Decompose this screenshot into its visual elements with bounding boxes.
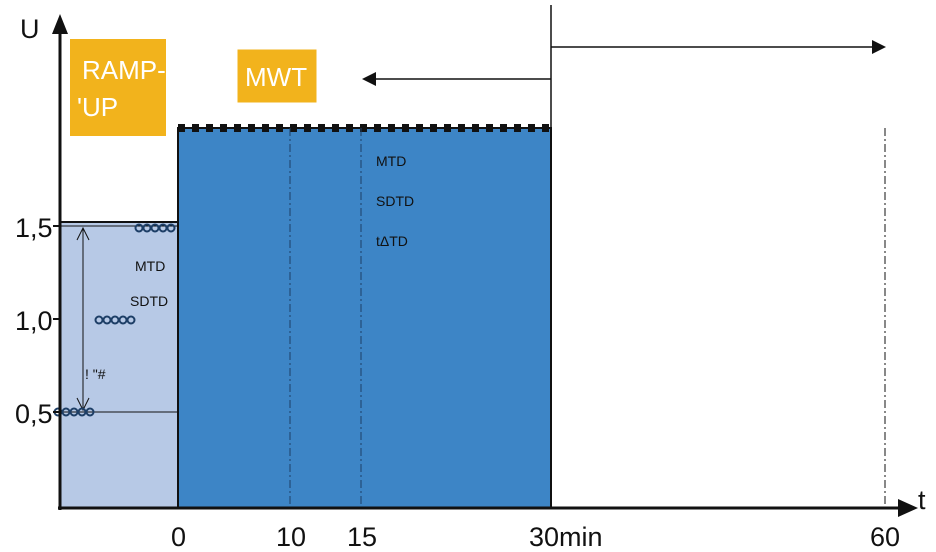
x-tick-label-30min: 30min bbox=[529, 522, 603, 552]
marker-circle bbox=[166, 223, 176, 233]
y-axis bbox=[52, 14, 68, 510]
marker-circle bbox=[85, 407, 95, 417]
delta-label: ! "# bbox=[85, 366, 106, 382]
x-tick-label-0: 0 bbox=[171, 522, 186, 552]
mwt-label-box: MWT bbox=[234, 46, 320, 106]
mtd-main-label: MTD bbox=[376, 153, 406, 169]
x-tick-label-60: 60 bbox=[870, 522, 900, 552]
delta-double-arrow bbox=[76, 226, 90, 412]
marker-circle bbox=[126, 315, 136, 325]
tdtd-main-label: tΔTD bbox=[376, 233, 408, 249]
mtd-left-label: MTD bbox=[135, 258, 165, 274]
x-tick-label-15: 15 bbox=[347, 522, 377, 552]
y-tick-marks bbox=[53, 225, 60, 413]
main-test-region bbox=[177, 127, 552, 509]
left-arrow bbox=[362, 72, 551, 86]
ramp-up-label-line2: 'UP bbox=[77, 92, 118, 122]
x-tick-label-10: 10 bbox=[276, 522, 306, 552]
x-axis-label: t bbox=[918, 485, 926, 515]
ramp-up-region bbox=[59, 221, 179, 509]
y-axis-label: U bbox=[20, 14, 40, 44]
mwt-label: MWT bbox=[245, 62, 307, 92]
sdtd-left-label: SDTD bbox=[130, 293, 168, 309]
y-tick-label-1-5: 1,5 bbox=[15, 213, 53, 243]
sdtd-main-label: SDTD bbox=[376, 193, 414, 209]
y-tick-label-0-5: 0,5 bbox=[15, 399, 53, 429]
ramp-up-label-box: RAMP- 'UP bbox=[70, 39, 166, 136]
y-tick-label-1-0: 1,0 bbox=[15, 306, 53, 336]
right-arrow bbox=[551, 40, 886, 54]
x-axis bbox=[58, 499, 918, 517]
ramp-up-label-line1: RAMP- bbox=[82, 55, 166, 85]
measurement-markers bbox=[53, 223, 176, 417]
